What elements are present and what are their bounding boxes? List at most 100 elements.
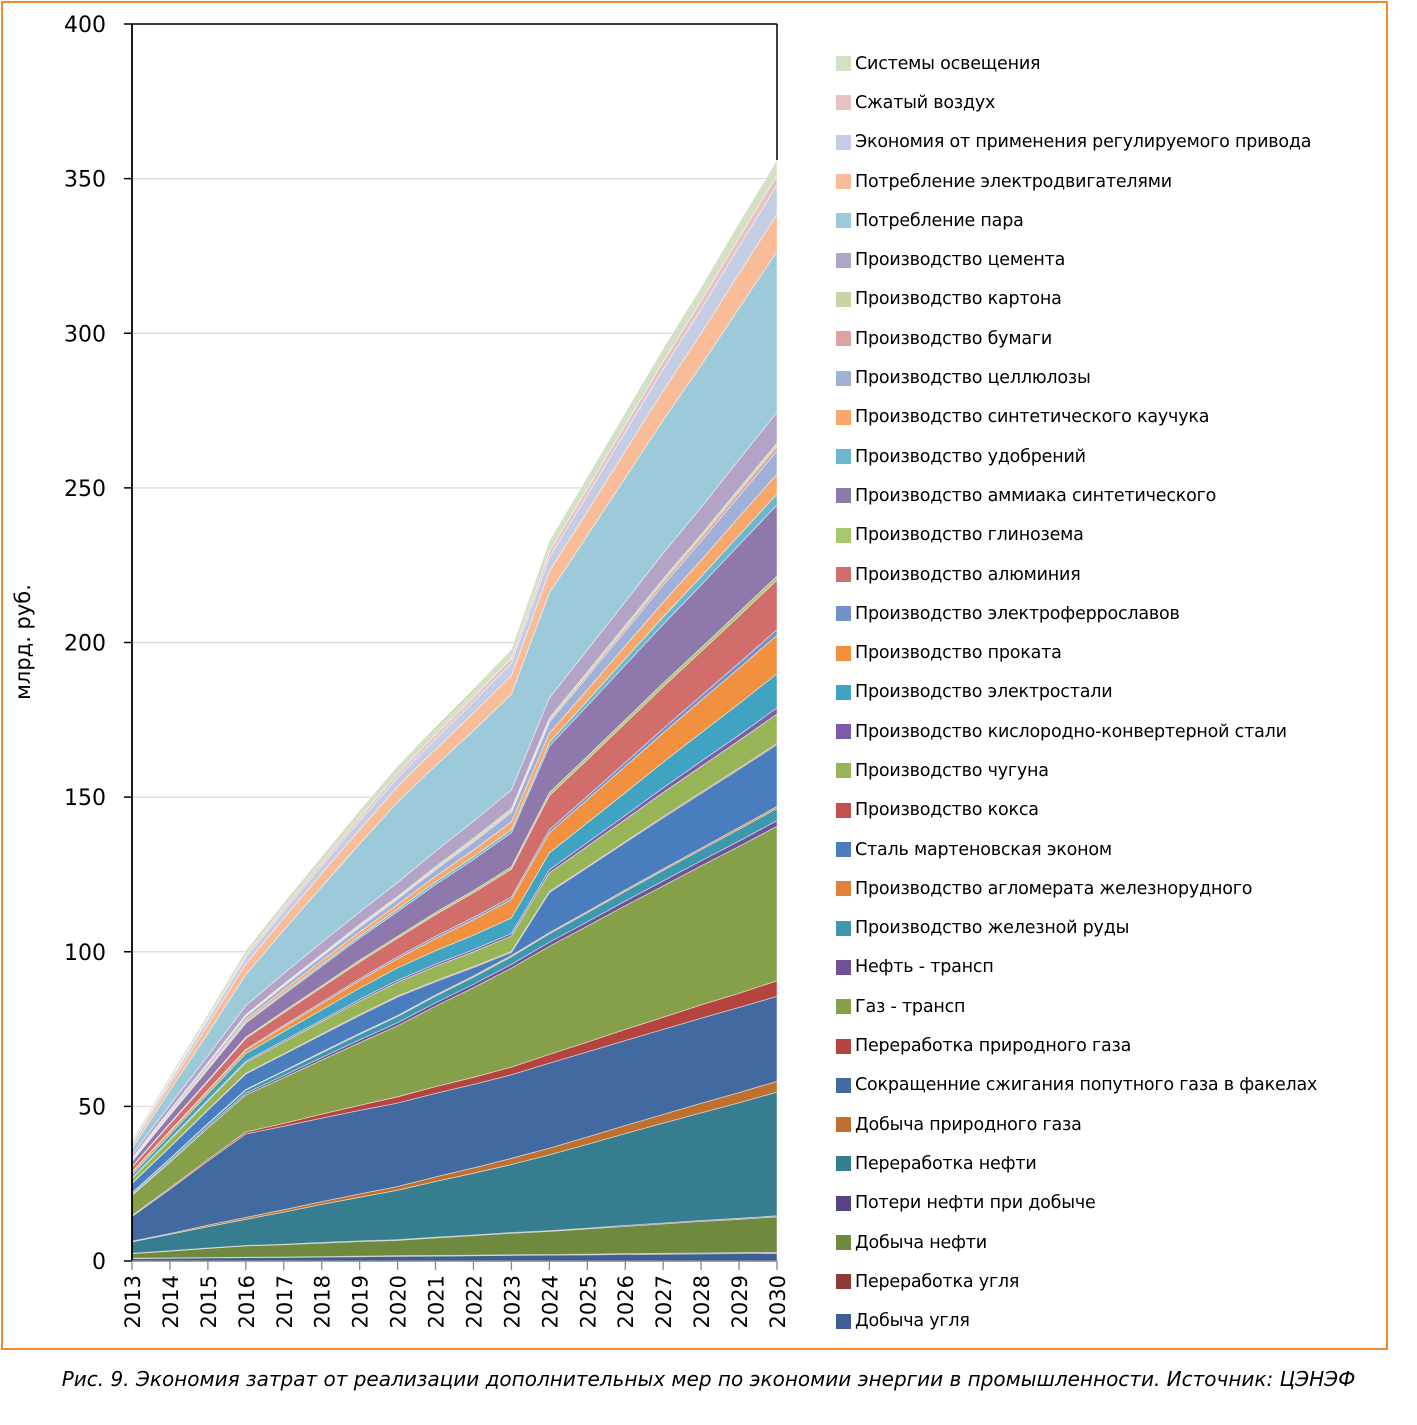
legend-swatch (836, 606, 851, 622)
legend-label: Сталь мартеновская эконом (855, 839, 1112, 860)
legend-item: Добыча угля (836, 1302, 1376, 1341)
legend-label: Производство электроферрославов (855, 603, 1180, 624)
legend-swatch (836, 999, 851, 1015)
legend-item: Сокращенние сжигания попутного газа в фа… (836, 1066, 1376, 1105)
legend-label: Производство глинозема (855, 525, 1084, 546)
legend-label: Производство кокса (855, 800, 1039, 821)
legend-swatch (836, 252, 851, 268)
legend-item: Потребление электродвигателями (836, 162, 1376, 201)
legend-item: Переработка нефти (836, 1144, 1376, 1183)
legend-item: Газ - трансп (836, 987, 1376, 1026)
legend-item: Добыча природного газа (836, 1105, 1376, 1144)
legend-swatch (836, 95, 851, 111)
legend-swatch (836, 1195, 851, 1211)
legend-swatch (836, 1038, 851, 1054)
x-tick-label: 2020 (387, 1275, 411, 1328)
legend-label: Нефть - трансп (855, 957, 994, 978)
x-tick-label: 2030 (766, 1275, 790, 1328)
x-tick-label: 2027 (652, 1275, 676, 1328)
legend-swatch (836, 724, 851, 740)
x-tick-label: 2018 (311, 1275, 335, 1328)
x-tick-label: 2019 (349, 1275, 373, 1328)
legend-label: Добыча природного газа (855, 1114, 1082, 1135)
legend-label: Потери нефти при добыче (855, 1193, 1096, 1214)
x-tick-label: 2017 (273, 1275, 297, 1328)
legend-swatch (836, 802, 851, 818)
legend-label: Добыча угля (855, 1311, 970, 1332)
legend-label: Производство алюминия (855, 564, 1081, 585)
legend-item: Экономия от применения регулируемого при… (836, 123, 1376, 162)
legend-item: Производство проката (836, 633, 1376, 672)
legend-swatch (836, 213, 851, 229)
legend-item: Производство чугуна (836, 751, 1376, 790)
legend-item: Производство электроферрославов (836, 594, 1376, 633)
legend-item: Переработка природного газа (836, 1026, 1376, 1065)
legend-item: Сжатый воздух (836, 83, 1376, 122)
y-tick-label: 100 (64, 941, 106, 966)
legend-swatch (836, 527, 851, 543)
legend-item: Сталь мартеновская эконом (836, 830, 1376, 869)
legend-swatch (836, 488, 851, 504)
legend-swatch (836, 920, 851, 936)
y-tick-label: 350 (64, 168, 106, 193)
legend-label: Экономия от применения регулируемого при… (855, 132, 1312, 153)
x-tick-label: 2016 (235, 1275, 259, 1328)
legend-swatch (836, 370, 851, 386)
legend-item: Системы освещения (836, 44, 1376, 83)
legend-label: Производство проката (855, 643, 1062, 664)
legend-item: Производство цемента (836, 240, 1376, 279)
legend-label: Производство картона (855, 289, 1062, 310)
y-tick-label: 300 (64, 322, 106, 347)
legend-swatch (836, 331, 851, 347)
legend-swatch (836, 1156, 851, 1172)
legend-label: Переработка нефти (855, 1153, 1037, 1174)
legend-swatch (836, 134, 851, 150)
legend-label: Производство целлюлозы (855, 368, 1091, 389)
legend-swatch (836, 409, 851, 425)
x-tick-label: 2025 (576, 1275, 600, 1328)
legend-label: Производство аммиака синтетического (855, 485, 1217, 506)
legend-swatch (836, 763, 851, 779)
x-tick-label: 2023 (500, 1275, 524, 1328)
legend-label: Системы освещения (855, 53, 1041, 74)
legend-item: Производство глинозема (836, 516, 1376, 555)
legend-item: Производство аммиака синтетического (836, 476, 1376, 515)
legend-item: Производство целлюлозы (836, 358, 1376, 397)
y-tick-label: 250 (64, 477, 106, 502)
x-tick-label: 2015 (197, 1275, 221, 1328)
figure-caption: Рис. 9. Экономия затрат от реализации до… (61, 1367, 1356, 1391)
legend-label: Сокращенние сжигания попутного газа в фа… (855, 1075, 1318, 1096)
legend-label: Потребление пара (855, 210, 1024, 231)
legend-item: Нефть - трансп (836, 948, 1376, 987)
figure-frame (1, 1, 1388, 1350)
legend-swatch (836, 291, 851, 307)
legend-item: Производство алюминия (836, 555, 1376, 594)
legend-item: Переработка угля (836, 1262, 1376, 1301)
legend-swatch (836, 645, 851, 661)
legend-item: Производство агломерата железнорудного (836, 869, 1376, 908)
legend-item: Добыча нефти (836, 1223, 1376, 1262)
x-tick-label: 2022 (462, 1275, 486, 1328)
x-tick-label: 2014 (159, 1275, 183, 1328)
x-tick-label: 2024 (538, 1275, 562, 1328)
legend-swatch (836, 1313, 851, 1329)
legend-swatch (836, 1077, 851, 1093)
y-tick-label: 150 (64, 786, 106, 811)
legend-swatch (836, 959, 851, 975)
legend-swatch (836, 684, 851, 700)
x-tick-label: 2029 (728, 1275, 752, 1328)
legend-swatch (836, 1117, 851, 1133)
legend-swatch (836, 842, 851, 858)
legend-swatch (836, 881, 851, 897)
legend-item: Потери нефти при добыче (836, 1184, 1376, 1223)
legend-label: Производство кислородно-конвертерной ста… (855, 721, 1287, 742)
legend-label: Добыча нефти (855, 1232, 987, 1253)
legend-item: Производство бумаги (836, 319, 1376, 358)
legend-label: Производство железной руды (855, 918, 1130, 939)
legend-label: Производство синтетического каучука (855, 407, 1210, 428)
legend-label: Производство удобрений (855, 446, 1086, 467)
x-tick-label: 2013 (121, 1275, 145, 1328)
legend-item: Производство синтетического каучука (836, 398, 1376, 437)
y-tick-label: 0 (92, 1250, 106, 1275)
